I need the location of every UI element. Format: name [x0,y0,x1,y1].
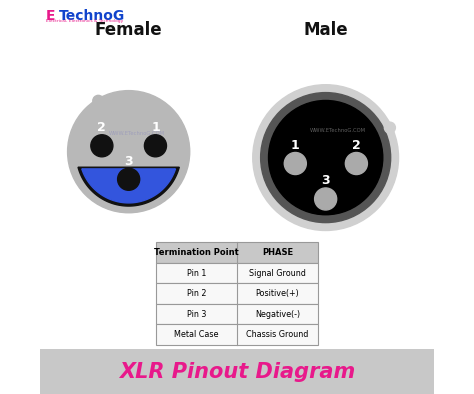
Circle shape [268,100,383,215]
Circle shape [145,135,166,157]
Polygon shape [78,167,179,206]
Text: Negative(-): Negative(-) [255,310,300,318]
Text: 2: 2 [98,121,106,134]
Text: TechnoG: TechnoG [59,9,125,23]
Text: Positive(+): Positive(+) [255,289,299,298]
Circle shape [118,168,140,190]
Text: Signal Ground: Signal Ground [249,269,306,277]
Polygon shape [82,169,175,203]
Text: Male: Male [303,20,348,39]
Text: E: E [46,9,55,23]
Circle shape [91,135,113,157]
Text: PHASE: PHASE [262,248,293,257]
Circle shape [346,152,367,175]
Bar [156,242,318,263]
Circle shape [384,122,395,133]
Text: Electrical, Electronics & Technology: Electrical, Electronics & Technology [46,19,123,23]
Text: Pin 3: Pin 3 [187,310,206,318]
Circle shape [68,91,190,213]
Circle shape [93,95,104,106]
Bar [40,349,434,394]
Bar [156,304,318,324]
Text: Pin 1: Pin 1 [187,269,206,277]
Text: 1: 1 [291,139,300,152]
Text: 1: 1 [151,121,160,134]
Circle shape [261,93,391,223]
Text: 3: 3 [124,155,133,167]
Text: Metal Case: Metal Case [174,330,219,339]
Text: Termination Point: Termination Point [154,248,239,257]
Circle shape [315,188,337,210]
Text: Chassis Ground: Chassis Ground [246,330,309,339]
Text: 2: 2 [352,139,361,152]
Circle shape [284,152,306,175]
Circle shape [253,85,399,230]
Text: WWW.ETechnoG.COM: WWW.ETechnoG.COM [310,128,365,132]
Bar [156,263,318,283]
Bar [156,283,318,304]
Text: 3: 3 [321,175,330,187]
Bar [156,324,318,345]
Text: Female: Female [95,20,163,39]
Text: WWW.ETechnoG.COM: WWW.ETechnoG.COM [109,132,164,136]
Text: XLR Pinout Diagram: XLR Pinout Diagram [119,362,355,381]
Text: Pin 2: Pin 2 [187,289,206,298]
